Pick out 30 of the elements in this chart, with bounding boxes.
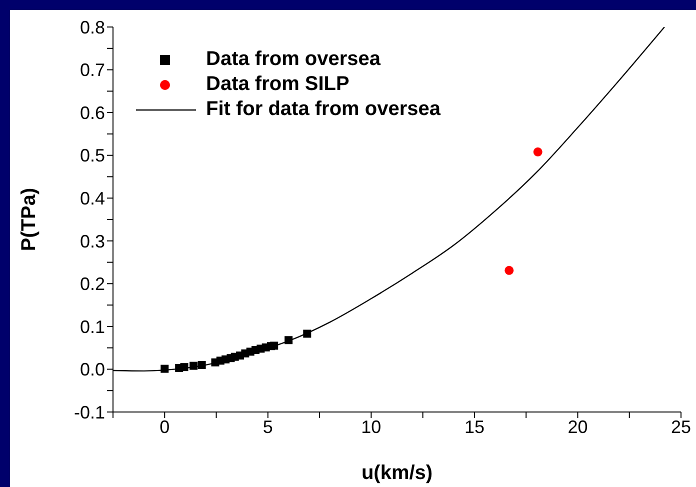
- x-tick-label: 0: [160, 416, 170, 437]
- point: [180, 363, 188, 372]
- y-tick-label: 0.4: [80, 188, 105, 208]
- y-tick-label: 0.6: [80, 102, 105, 123]
- x-axis-title: u(km/s): [361, 462, 433, 484]
- y-tick-label: -0.1: [74, 402, 105, 422]
- x-tick-label: 25: [670, 416, 692, 437]
- y-tick-label: 0.2: [80, 274, 105, 294]
- point: [303, 330, 312, 338]
- y-tick-label: 0.5: [80, 146, 105, 166]
- point: [270, 342, 278, 350]
- y-tick-label: 0.0: [80, 360, 105, 380]
- x-tick-label: 15: [464, 416, 484, 437]
- y-tick-label: 0.1: [80, 316, 105, 337]
- point: [533, 147, 542, 156]
- x-tick-label: 5: [262, 416, 273, 437]
- legend-label: Data from oversea: [206, 48, 381, 71]
- point: [284, 336, 293, 344]
- legend-label: Data from SILP: [206, 73, 350, 96]
- point: [160, 364, 169, 373]
- point: [504, 266, 514, 275]
- x-tick-label: 10: [361, 416, 382, 437]
- y-axis-title: P(TPa): [18, 188, 40, 252]
- point: [190, 362, 198, 370]
- y-tick-label: 0.7: [80, 60, 105, 80]
- x-tick-label: 20: [568, 416, 588, 437]
- y-tick-label: 0.8: [80, 17, 105, 38]
- point: [198, 360, 206, 369]
- legend-label: Fit for data from oversea: [206, 98, 441, 121]
- y-tick-label: 0.3: [80, 231, 105, 252]
